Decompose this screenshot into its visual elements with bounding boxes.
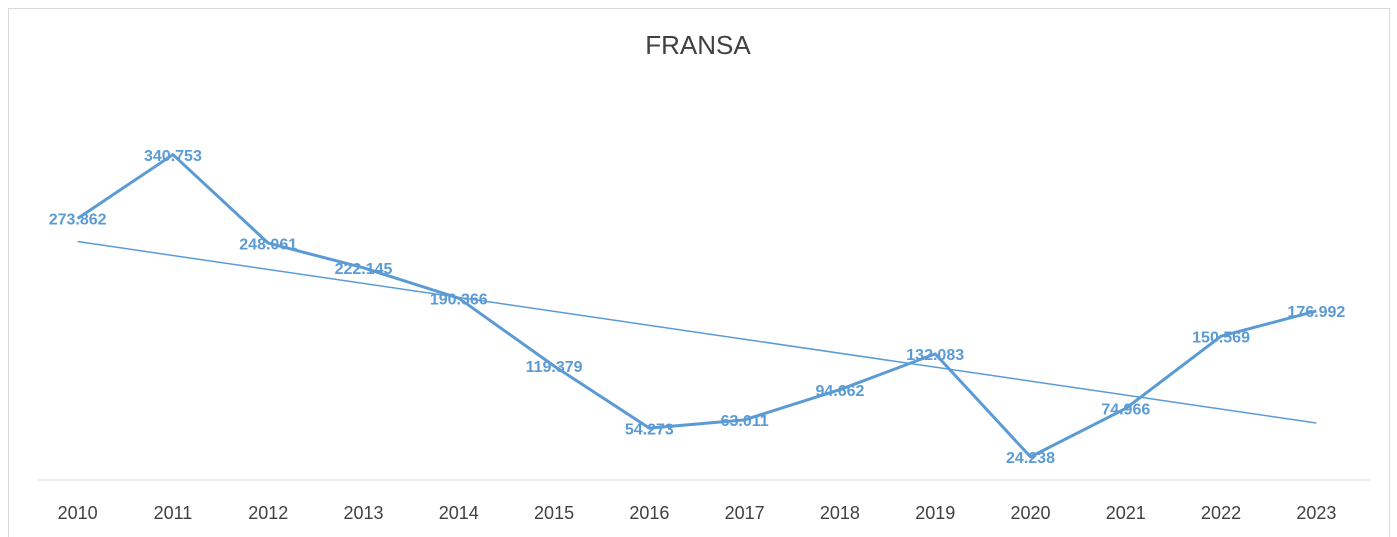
data-label: 222.145 — [335, 261, 393, 278]
data-label: 94.662 — [815, 383, 864, 400]
x-tick-label: 2015 — [534, 503, 574, 523]
data-label: 176.992 — [1287, 304, 1345, 321]
data-label: 54.273 — [625, 421, 674, 438]
x-tick-label: 2013 — [343, 503, 383, 523]
x-tick-label: 2018 — [820, 503, 860, 523]
x-tick-label: 2017 — [725, 503, 765, 523]
trendline — [77, 240, 1317, 424]
x-tick-label: 2016 — [629, 503, 669, 523]
data-label: 74.966 — [1101, 402, 1150, 419]
chart-border — [8, 8, 1390, 537]
x-tick-label: 2012 — [248, 503, 288, 523]
x-tick-label: 2014 — [439, 503, 479, 523]
data-label: 273.862 — [49, 212, 107, 229]
x-tick-label: 2023 — [1296, 503, 1336, 523]
x-tick-label: 2011 — [154, 503, 193, 523]
x-tick-label: 2010 — [58, 503, 98, 523]
data-label: 150.569 — [1192, 329, 1250, 346]
data-label: 190.366 — [430, 291, 488, 308]
line — [76, 153, 1317, 459]
data-label: 248.061 — [239, 236, 297, 253]
x-tick-label: 2021 — [1106, 503, 1146, 523]
data-label: 24.238 — [1006, 450, 1055, 467]
data-label: 340.753 — [144, 148, 202, 165]
data-label: 119.379 — [526, 359, 583, 376]
data-label: 132.083 — [906, 347, 964, 364]
data-label: 63.011 — [721, 413, 769, 430]
x-tick-label: 2022 — [1201, 503, 1241, 523]
x-tick-label: 2020 — [1010, 503, 1050, 523]
chart-title: FRANSA — [645, 30, 751, 60]
x-tick-label: 2019 — [915, 503, 955, 523]
